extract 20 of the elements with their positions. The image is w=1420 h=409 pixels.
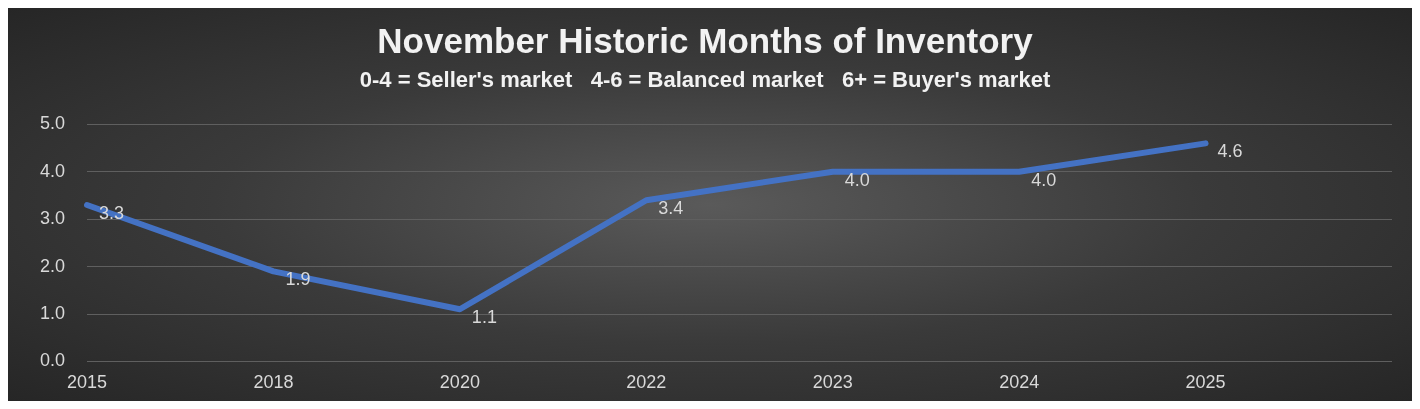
x-tick-label: 2023 [812,372,853,393]
data-label: 4.0 [844,169,870,190]
x-tick-label: 2025 [1185,372,1226,393]
x-tick-label: 2018 [253,372,294,393]
y-tick-label: 2.0 [39,255,66,276]
y-tick-label: 4.0 [39,160,66,181]
x-tick-label: 2015 [67,372,108,393]
chart-title: November Historic Months of Inventory [377,20,1034,60]
chart-subtitle: 0-4 = Seller's market 4-6 = Balanced market 6+ = Buyer's market [359,67,1051,93]
x-tick-label: 2022 [626,372,667,393]
data-label: 4.0 [1031,169,1057,190]
data-label: 4.6 [1217,141,1243,162]
y-tick-label: 3.0 [39,208,66,229]
y-tick-label: 1.0 [39,302,66,323]
y-tick-label: 0.0 [39,350,66,371]
data-label: 1.1 [471,307,497,328]
x-tick-label: 2024 [999,372,1040,393]
data-label: 3.4 [658,198,684,219]
y-tick-label: 5.0 [39,113,66,134]
x-tick-label: 2020 [439,372,480,393]
